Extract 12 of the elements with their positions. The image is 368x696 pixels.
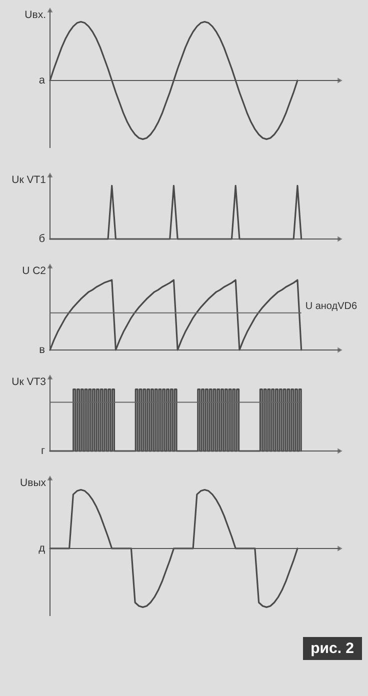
y-axis-title: U C2 [22, 265, 46, 277]
y-axis-title: Uк VT3 [12, 376, 46, 388]
y-axis-title: Uвых [20, 477, 47, 489]
y-axis-title: Uк VT1 [12, 174, 46, 186]
text: в [39, 344, 46, 356]
text: а [38, 74, 46, 86]
ref-line-label: U анодVD6 [305, 300, 358, 312]
text: д [38, 542, 46, 554]
text: рис. 2 [302, 637, 362, 660]
text: г [40, 445, 45, 457]
y-axis-title: Uвх. [24, 9, 46, 21]
text: б [38, 233, 45, 245]
